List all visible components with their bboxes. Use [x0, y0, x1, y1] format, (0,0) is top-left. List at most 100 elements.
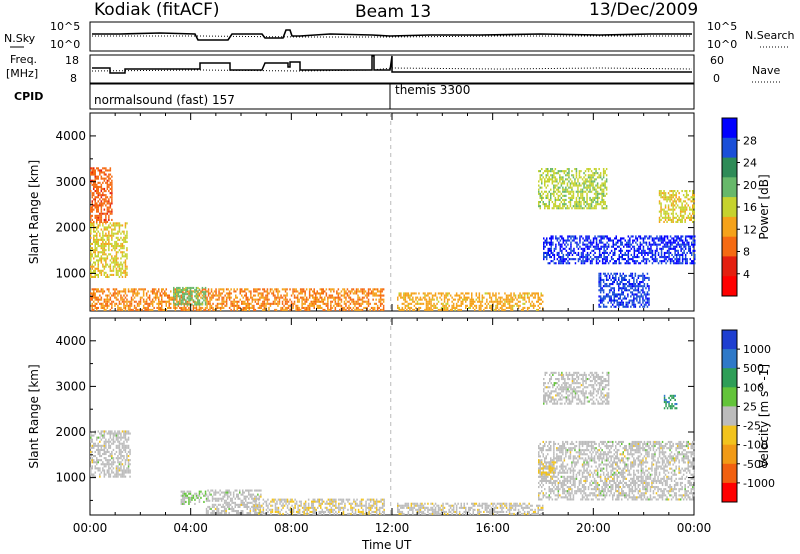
- range-cell: [539, 186, 541, 189]
- range-cell: [115, 434, 118, 437]
- range-cell: [189, 496, 192, 499]
- range-cell: [176, 294, 178, 297]
- range-cell: [168, 306, 170, 309]
- range-cell: [117, 230, 119, 233]
- range-cell: [96, 463, 98, 466]
- range-cell: [583, 182, 585, 185]
- range-cell: [91, 457, 93, 460]
- range-cell: [552, 243, 554, 246]
- range-cell: [663, 210, 665, 213]
- range-cell: [505, 298, 508, 301]
- range-cell: [90, 273, 92, 276]
- range-cell: [111, 234, 113, 237]
- range-cell: [161, 300, 163, 303]
- range-cell: [603, 235, 605, 238]
- range-cell: [382, 308, 385, 311]
- range-cell: [236, 495, 238, 498]
- range-cell: [123, 298, 125, 301]
- range-cell: [189, 289, 192, 292]
- range-cell: [183, 490, 186, 493]
- range-cell: [462, 298, 464, 301]
- range-cell: [504, 308, 506, 311]
- range-cell: [694, 239, 696, 242]
- range-cell: [248, 298, 250, 301]
- range-cell: [158, 306, 160, 309]
- range-cell: [692, 196, 694, 199]
- range-cell: [293, 296, 296, 299]
- range-cell: [666, 251, 669, 254]
- range-cell: [243, 503, 245, 506]
- range-cell: [109, 210, 112, 213]
- range-cell: [602, 289, 605, 292]
- range-cell: [216, 497, 218, 500]
- range-cell: [236, 493, 238, 496]
- range-cell: [318, 300, 320, 303]
- range-cell: [599, 201, 602, 204]
- range-cell: [354, 300, 356, 303]
- range-cell: [589, 251, 592, 254]
- range-cell: [108, 214, 110, 217]
- range-cell: [679, 210, 682, 213]
- range-cell: [225, 300, 228, 303]
- range-cell: [283, 294, 285, 297]
- range-cell: [404, 306, 407, 309]
- range-cell: [689, 216, 691, 219]
- range-cell: [666, 220, 668, 223]
- range-cell: [296, 308, 299, 311]
- range-cell: [100, 247, 103, 250]
- range-cell: [224, 304, 226, 307]
- range-cell: [263, 288, 266, 291]
- range-cell: [604, 295, 606, 298]
- range-cell: [269, 304, 272, 307]
- range-cell: [511, 298, 514, 301]
- range-cell: [94, 190, 96, 193]
- range-cell: [307, 304, 309, 307]
- range-cell: [557, 186, 560, 189]
- range-cell: [594, 256, 596, 259]
- range-cell: [233, 306, 235, 309]
- range-cell: [633, 260, 636, 263]
- range-cell: [204, 294, 207, 297]
- range-cell: [325, 304, 328, 307]
- range-cell: [590, 180, 593, 183]
- range-cell: [431, 308, 434, 311]
- range-cell: [568, 258, 571, 261]
- range-cell: [625, 305, 627, 308]
- range-cell: [560, 178, 563, 181]
- range-cell: [665, 256, 667, 259]
- range-cell: [156, 290, 158, 293]
- range-cell: [619, 287, 621, 290]
- range-cell: [427, 302, 429, 305]
- range-cell: [91, 247, 93, 250]
- range-cell: [99, 436, 101, 439]
- range-cell: [106, 208, 109, 211]
- range-cell: [646, 276, 649, 279]
- range-cell: [244, 300, 246, 303]
- range-cell: [592, 180, 594, 183]
- range-cell: [274, 288, 276, 291]
- range-cell: [349, 306, 352, 309]
- range-cell: [105, 446, 107, 449]
- range-cell: [663, 243, 666, 246]
- range-cell: [200, 292, 202, 295]
- range-cell: [486, 306, 488, 309]
- range-cell: [548, 178, 550, 181]
- range-cell: [670, 204, 673, 207]
- range-cell: [622, 301, 624, 304]
- range-cell: [96, 247, 98, 250]
- range-cell: [658, 200, 661, 203]
- range-cell: [587, 184, 590, 187]
- range-cell: [100, 245, 103, 248]
- range-cell: [156, 292, 158, 295]
- range-cell: [403, 294, 405, 297]
- range-cell: [247, 302, 249, 305]
- scatter-region: [180, 490, 207, 505]
- range-cell: [692, 249, 694, 252]
- range-cell: [247, 300, 249, 303]
- range-cell: [195, 308, 198, 311]
- range-cell: [557, 198, 560, 201]
- range-cell: [100, 220, 103, 223]
- range-cell: [589, 178, 591, 181]
- range-cell: [588, 241, 590, 244]
- range-cell: [265, 302, 267, 305]
